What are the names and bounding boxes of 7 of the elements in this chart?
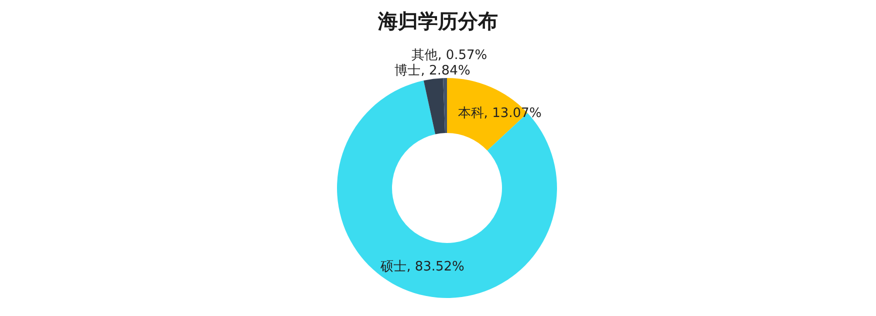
donut-slice: [337, 80, 557, 298]
slice-label: 硕士, 83.52%: [380, 259, 464, 274]
donut-slice: [443, 78, 447, 134]
slice-label: 博士, 2.84%: [394, 63, 470, 78]
slice-label: 其他, 0.57%: [412, 48, 488, 64]
donut-slice: [424, 78, 446, 134]
chart-title: 海归学历分布: [377, 9, 498, 33]
